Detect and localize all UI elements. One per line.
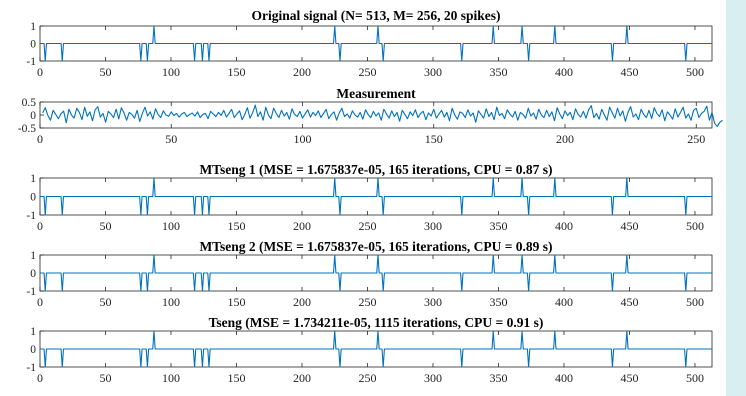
x-tick-label: 0: [37, 65, 43, 79]
x-tick-label: 50: [99, 295, 111, 309]
x-tick-label: 150: [227, 371, 245, 385]
y-tick-label: 0: [30, 192, 36, 204]
signal-line-4: [40, 254, 712, 292]
x-tick-label: 200: [293, 295, 311, 309]
x-tick-label: 450: [620, 65, 638, 79]
y-tick-label: 0: [30, 268, 36, 280]
x-tick-label: 350: [489, 65, 507, 79]
y-tick-label: 0.5: [22, 97, 37, 109]
x-tick-label: 450: [620, 371, 638, 385]
chart-title-5: Tseng (MSE = 1.734211e-05, 1115 iteratio…: [209, 315, 544, 330]
chart-title-2: Measurement: [336, 86, 416, 101]
x-tick-label: 500: [686, 371, 704, 385]
x-tick-label: 400: [555, 65, 573, 79]
x-tick-label: 200: [556, 132, 574, 146]
x-tick-label: 100: [162, 371, 180, 385]
x-tick-label: 250: [687, 132, 705, 146]
y-tick-label: -1: [26, 210, 36, 222]
y-tick-label: 0: [30, 344, 36, 356]
figure: Original signal (N= 513, M= 256, 20 spik…: [18, 8, 723, 385]
x-tick-label: 150: [425, 132, 443, 146]
x-tick-label: 300: [424, 371, 442, 385]
x-tick-label: 350: [489, 219, 507, 233]
x-tick-label: 300: [424, 295, 442, 309]
x-tick-label: 150: [227, 65, 245, 79]
x-tick-label: 500: [686, 295, 704, 309]
signal-line-1: [40, 25, 712, 62]
x-tick-label: 250: [358, 219, 376, 233]
x-tick-label: 450: [620, 295, 638, 309]
x-tick-label: 350: [489, 371, 507, 385]
y-tick-label: -1: [26, 286, 36, 298]
x-tick-label: 250: [358, 65, 376, 79]
x-tick-label: 0: [37, 132, 43, 146]
x-tick-label: 200: [293, 65, 311, 79]
x-tick-label: 100: [162, 295, 180, 309]
y-tick-label: 0: [30, 110, 36, 122]
x-tick-label: 200: [293, 219, 311, 233]
x-tick-label: 0: [37, 371, 43, 385]
x-tick-label: 100: [294, 132, 312, 146]
x-tick-label: 200: [293, 371, 311, 385]
chart-title-3: MTseng 1 (MSE = 1.675837e-05, 165 iterat…: [199, 162, 552, 177]
y-tick-label: -1: [26, 362, 36, 374]
chart-title-1: Original signal (N= 513, M= 256, 20 spik…: [251, 8, 500, 23]
x-tick-label: 400: [555, 371, 573, 385]
y-tick-label: -0.5: [18, 123, 36, 135]
x-tick-label: 400: [555, 295, 573, 309]
y-tick-label: 1: [30, 173, 36, 185]
x-tick-label: 500: [686, 65, 704, 79]
x-tick-label: 400: [555, 219, 573, 233]
signal-line-3: [40, 177, 712, 216]
x-tick-label: 450: [620, 219, 638, 233]
y-tick-label: 0: [30, 39, 36, 51]
x-tick-label: 300: [424, 219, 442, 233]
signal-line-5: [40, 330, 712, 368]
y-tick-label: 1: [30, 21, 36, 33]
x-tick-label: 100: [162, 65, 180, 79]
x-tick-label: 300: [424, 65, 442, 79]
x-tick-label: 100: [162, 219, 180, 233]
x-tick-label: 50: [165, 132, 177, 146]
x-tick-label: 0: [37, 295, 43, 309]
y-tick-label: 1: [30, 326, 36, 338]
chart-title-4: MTseng 2 (MSE = 1.675837e-05, 165 iterat…: [199, 239, 552, 254]
x-tick-label: 50: [99, 371, 111, 385]
x-tick-label: 150: [227, 295, 245, 309]
x-tick-label: 250: [358, 295, 376, 309]
x-tick-label: 50: [99, 219, 111, 233]
x-tick-label: 350: [489, 295, 507, 309]
x-tick-label: 50: [99, 65, 111, 79]
x-tick-label: 0: [37, 219, 43, 233]
x-tick-label: 250: [358, 371, 376, 385]
measurement-line: [42, 104, 723, 127]
x-tick-label: 150: [227, 219, 245, 233]
x-tick-label: 500: [686, 219, 704, 233]
y-tick-label: -1: [26, 56, 36, 68]
y-tick-label: 1: [30, 250, 36, 262]
